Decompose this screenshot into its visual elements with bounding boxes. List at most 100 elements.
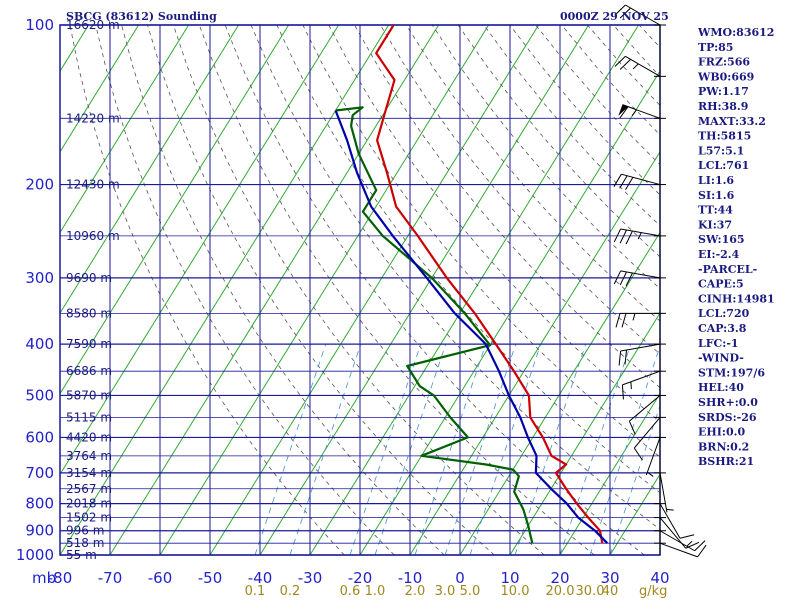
wind-shaft [622, 370, 661, 386]
wind-flag [625, 272, 633, 287]
pressure-axis-label: mb [32, 569, 56, 587]
isotherm-line [209, 25, 540, 555]
temperature-tick-label: 10 [500, 569, 519, 587]
wind-half-flag [632, 63, 639, 70]
index-item: SW:165 [698, 233, 745, 246]
height-label: 55 m [66, 548, 97, 562]
dry-adiabat-line [561, 25, 660, 136]
dry-adiabat-line [483, 25, 660, 227]
mixing-ratio-line [414, 343, 487, 555]
pressure-tick-label: 800 [25, 495, 54, 513]
wind-half-flag [637, 232, 642, 240]
mixing-ratio-tick-label: 0.2 [280, 584, 301, 599]
wind-half-flag [666, 508, 674, 511]
pressure-tick-label: 600 [25, 428, 54, 446]
isotherm-line [60, 25, 190, 234]
index-item: PW:1.17 [698, 85, 749, 98]
isotherm-line [559, 392, 660, 555]
mixing-ratio-line [469, 343, 542, 555]
mixing-ratio-tick-label: 30.0 [576, 584, 605, 599]
profile-line-0 [375, 25, 604, 544]
wind-shaft [620, 270, 661, 279]
isotherm-line [60, 25, 340, 476]
index-item: EHI:0.0 [698, 426, 745, 439]
pressure-tick-label: 900 [25, 522, 54, 540]
temperature-tick-label: -70 [98, 569, 123, 587]
wind-half-flag [630, 381, 632, 390]
wind-flag [614, 56, 626, 67]
mixing-ratio-tick-label: 0.6 [340, 584, 361, 599]
mixing-ratio-line [609, 404, 660, 555]
wind-half-flag [686, 540, 693, 547]
pressure-tick-label: 1000 [16, 546, 54, 564]
temperature-tick-label: -50 [198, 569, 223, 587]
index-item: HEL:40 [698, 381, 744, 394]
height-label: 14220 m [66, 111, 120, 125]
height-label: 5115 m [66, 410, 112, 424]
isotherm-line [60, 25, 240, 315]
wind-flag [614, 4, 626, 16]
height-label: 12430 m [66, 178, 120, 192]
profile-lines [334, 25, 609, 544]
temperature-tick-label: -30 [298, 569, 323, 587]
wind-half-flag [647, 471, 654, 477]
wind-flag [619, 271, 627, 286]
isotherm-line [109, 25, 440, 555]
dry-adiabat-line [198, 25, 595, 555]
height-label: 7590 m [66, 337, 112, 351]
profile-line-1 [335, 106, 534, 544]
mixing-ratio-tick-label: 40 [602, 584, 619, 599]
isotherm-lines [60, 25, 660, 555]
height-label: 5870 m [66, 388, 112, 402]
wind-barb [613, 270, 666, 287]
wind-barb [654, 472, 674, 513]
wind-shaft [620, 343, 661, 352]
wind-flag [619, 7, 631, 19]
index-item: RH:38.9 [698, 100, 748, 113]
mixing-ratio-tick-label: 10.0 [501, 584, 530, 599]
mixing-ratio-line [289, 343, 362, 555]
wind-shaft [625, 55, 661, 77]
isotherm-line [409, 150, 660, 555]
mixing-ratio-line [559, 343, 632, 555]
temperature-tick-label: -60 [148, 569, 173, 587]
temperature-tick-label: 30 [600, 569, 619, 587]
index-item: SI:1.6 [698, 189, 735, 202]
wind-flag [625, 177, 634, 191]
index-item: LFC:-1 [698, 337, 739, 350]
wind-flag [679, 534, 695, 539]
wind-shaft [633, 417, 661, 449]
height-label: 4420 m [66, 430, 112, 444]
index-item: EI:-2.4 [698, 248, 740, 261]
wind-shaft [620, 228, 661, 237]
wind-barb [615, 312, 666, 328]
index-item: MAXT:33.2 [698, 115, 766, 128]
mixing-ratio-tick-label: 0.1 [245, 584, 266, 599]
wind-pennant [618, 104, 629, 116]
wind-barb [645, 436, 666, 477]
wind-shaft [659, 530, 695, 552]
wind-barb [614, 4, 666, 26]
index-item: LI:1.6 [698, 174, 734, 187]
mixing-ratio-line [349, 343, 422, 555]
index-item: L57:5.1 [698, 144, 744, 157]
mixing-ratio-tick-label: 2.0 [405, 584, 426, 599]
mixing-ratio-tick-labels: 0.1 0.2 0.6 1.0 2.0 3.0 5.0 10.0 20.0 30.040 [245, 584, 619, 599]
index-item: TH:5815 [698, 130, 751, 143]
wind-barb [654, 542, 707, 558]
wind-flag [613, 228, 622, 243]
wind-flag [628, 420, 636, 435]
wind-flag [619, 106, 629, 119]
index-item: LCL:720 [698, 307, 750, 320]
wind-barb [621, 370, 666, 400]
wind-shaft [659, 472, 668, 513]
temperature-tick-label: 40 [650, 569, 669, 587]
wind-barbs [613, 4, 707, 558]
mixing-ratio-tick-label: 5.0 [460, 584, 481, 599]
index-item: BSHR:21 [698, 455, 754, 468]
height-label: 16620 m [66, 18, 120, 32]
index-item: WB0:669 [697, 70, 754, 83]
profile-line-2 [334, 110, 609, 544]
